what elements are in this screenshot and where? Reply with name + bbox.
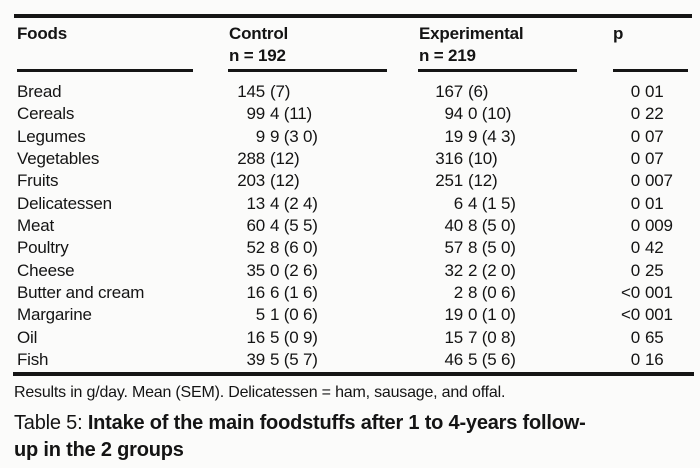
- column-header-experimental: Experimental: [419, 24, 524, 43]
- p-value: <0 001: [621, 283, 673, 303]
- table-row: Cheese 35 0 (2 6) 32 2 (2 0) 0 25: [0, 261, 700, 283]
- caption-prefix: Table 5:: [14, 412, 88, 434]
- table-row: Bread 145 (7) 167 (6) 0 01: [0, 82, 700, 104]
- p-value: 0 42: [630, 238, 664, 258]
- table-row: Fish 39 5 (5 7) 46 5 (5 6) 0 16: [0, 350, 700, 372]
- food-name: Vegetables: [17, 149, 100, 169]
- column-header-experimental-n: n = 219: [419, 46, 476, 65]
- food-name: Margarine: [17, 305, 92, 325]
- control-value: 99 4 (11): [246, 104, 312, 124]
- table-row: Poultry 52 8 (6 0) 57 8 (5 0) 0 42: [0, 238, 700, 260]
- control-value: 13 4 (2 4): [246, 193, 318, 213]
- table-row: Fruits 203 (12) 251 (12) 0 007: [0, 171, 700, 193]
- p-value: 0 25: [630, 260, 664, 280]
- table-row: Oil 16 5 (0 9) 15 7 (0 8) 0 65: [0, 328, 700, 350]
- food-name: Oil: [17, 327, 38, 347]
- food-name: Meat: [17, 216, 54, 236]
- p-value: 0 22: [630, 104, 664, 124]
- control-value: 35 0 (2 6): [246, 260, 318, 280]
- food-name: Butter and cream: [17, 283, 145, 303]
- column-header-control: Control: [229, 24, 289, 43]
- header-underline-p: [613, 69, 688, 72]
- column-header-p: p: [613, 24, 624, 43]
- experimental-value: 94 0 (10): [444, 104, 512, 124]
- food-name: Fish: [17, 350, 49, 370]
- p-value: 0 01: [630, 82, 664, 101]
- experimental-value: 32 2 (2 0): [444, 260, 516, 280]
- p-value: 0 01: [630, 193, 664, 213]
- p-value: 0 16: [630, 350, 664, 370]
- experimental-value: 15 7 (0 8): [444, 327, 516, 347]
- control-value: 52 8 (6 0): [246, 238, 318, 258]
- caption-title: Intake of the main foodstuffs after 1 to…: [14, 412, 586, 461]
- control-value: 203 (12): [237, 171, 300, 191]
- table-body: Bread 145 (7) 167 (6) 0 01 Cereals 99 4 (11)…: [0, 82, 700, 372]
- p-value: 0 07: [630, 126, 664, 146]
- control-value: 288 (12): [237, 149, 300, 169]
- food-name: Poultry: [17, 238, 69, 258]
- experimental-value: 19 9 (4 3): [444, 126, 516, 146]
- experimental-value: 167 (6): [435, 82, 489, 101]
- column-header-foods: Foods: [17, 24, 67, 43]
- control-value: 16 6 (1 6): [246, 283, 318, 303]
- experimental-value: 57 8 (5 0): [444, 238, 516, 258]
- food-name: Bread: [17, 82, 62, 101]
- p-value: 0 65: [630, 327, 664, 347]
- header-underline-foods: [17, 69, 193, 72]
- p-value: 0 007: [630, 171, 673, 191]
- food-name: Delicatessen: [17, 193, 112, 213]
- table-caption: Table 5: Intake of the main foodstuffs a…: [14, 410, 599, 464]
- header-underline-control: [228, 69, 387, 72]
- header-underline-experimental: [418, 69, 577, 72]
- experimental-value: 40 8 (5 0): [444, 216, 516, 236]
- table-row: Cereals 99 4 (11) 94 0 (10) 0 22: [0, 104, 700, 126]
- control-value: 60 4 (5 5): [246, 216, 318, 236]
- table-row: Meat 60 4 (5 5) 40 8 (5 0) 0 009: [0, 216, 700, 238]
- p-value: 0 009: [630, 216, 673, 236]
- control-value: 16 5 (0 9): [246, 327, 318, 347]
- table-footnote: Results in g/day. Mean (SEM). Delicatess…: [14, 384, 506, 401]
- food-name: Legumes: [17, 126, 86, 146]
- experimental-value: 316 (10): [435, 149, 498, 169]
- experimental-value: 19 0 (1 0): [444, 305, 516, 325]
- food-name: Cheese: [17, 260, 75, 280]
- control-value: 145 (7): [237, 82, 291, 101]
- table-bottom-rule: [13, 372, 694, 376]
- table-row: Vegetables 288 (12) 316 (10) 0 07: [0, 149, 700, 171]
- p-value: 0 07: [630, 149, 664, 169]
- experimental-value: 251 (12): [435, 171, 498, 191]
- food-name: Cereals: [17, 104, 75, 124]
- p-value: <0 001: [621, 305, 673, 325]
- control-value: 39 5 (5 7): [246, 350, 318, 370]
- food-name: Fruits: [17, 171, 59, 191]
- table-top-rule: [14, 14, 692, 18]
- experimental-value: 46 5 (5 6): [444, 350, 516, 370]
- column-header-control-n: n = 192: [229, 46, 286, 65]
